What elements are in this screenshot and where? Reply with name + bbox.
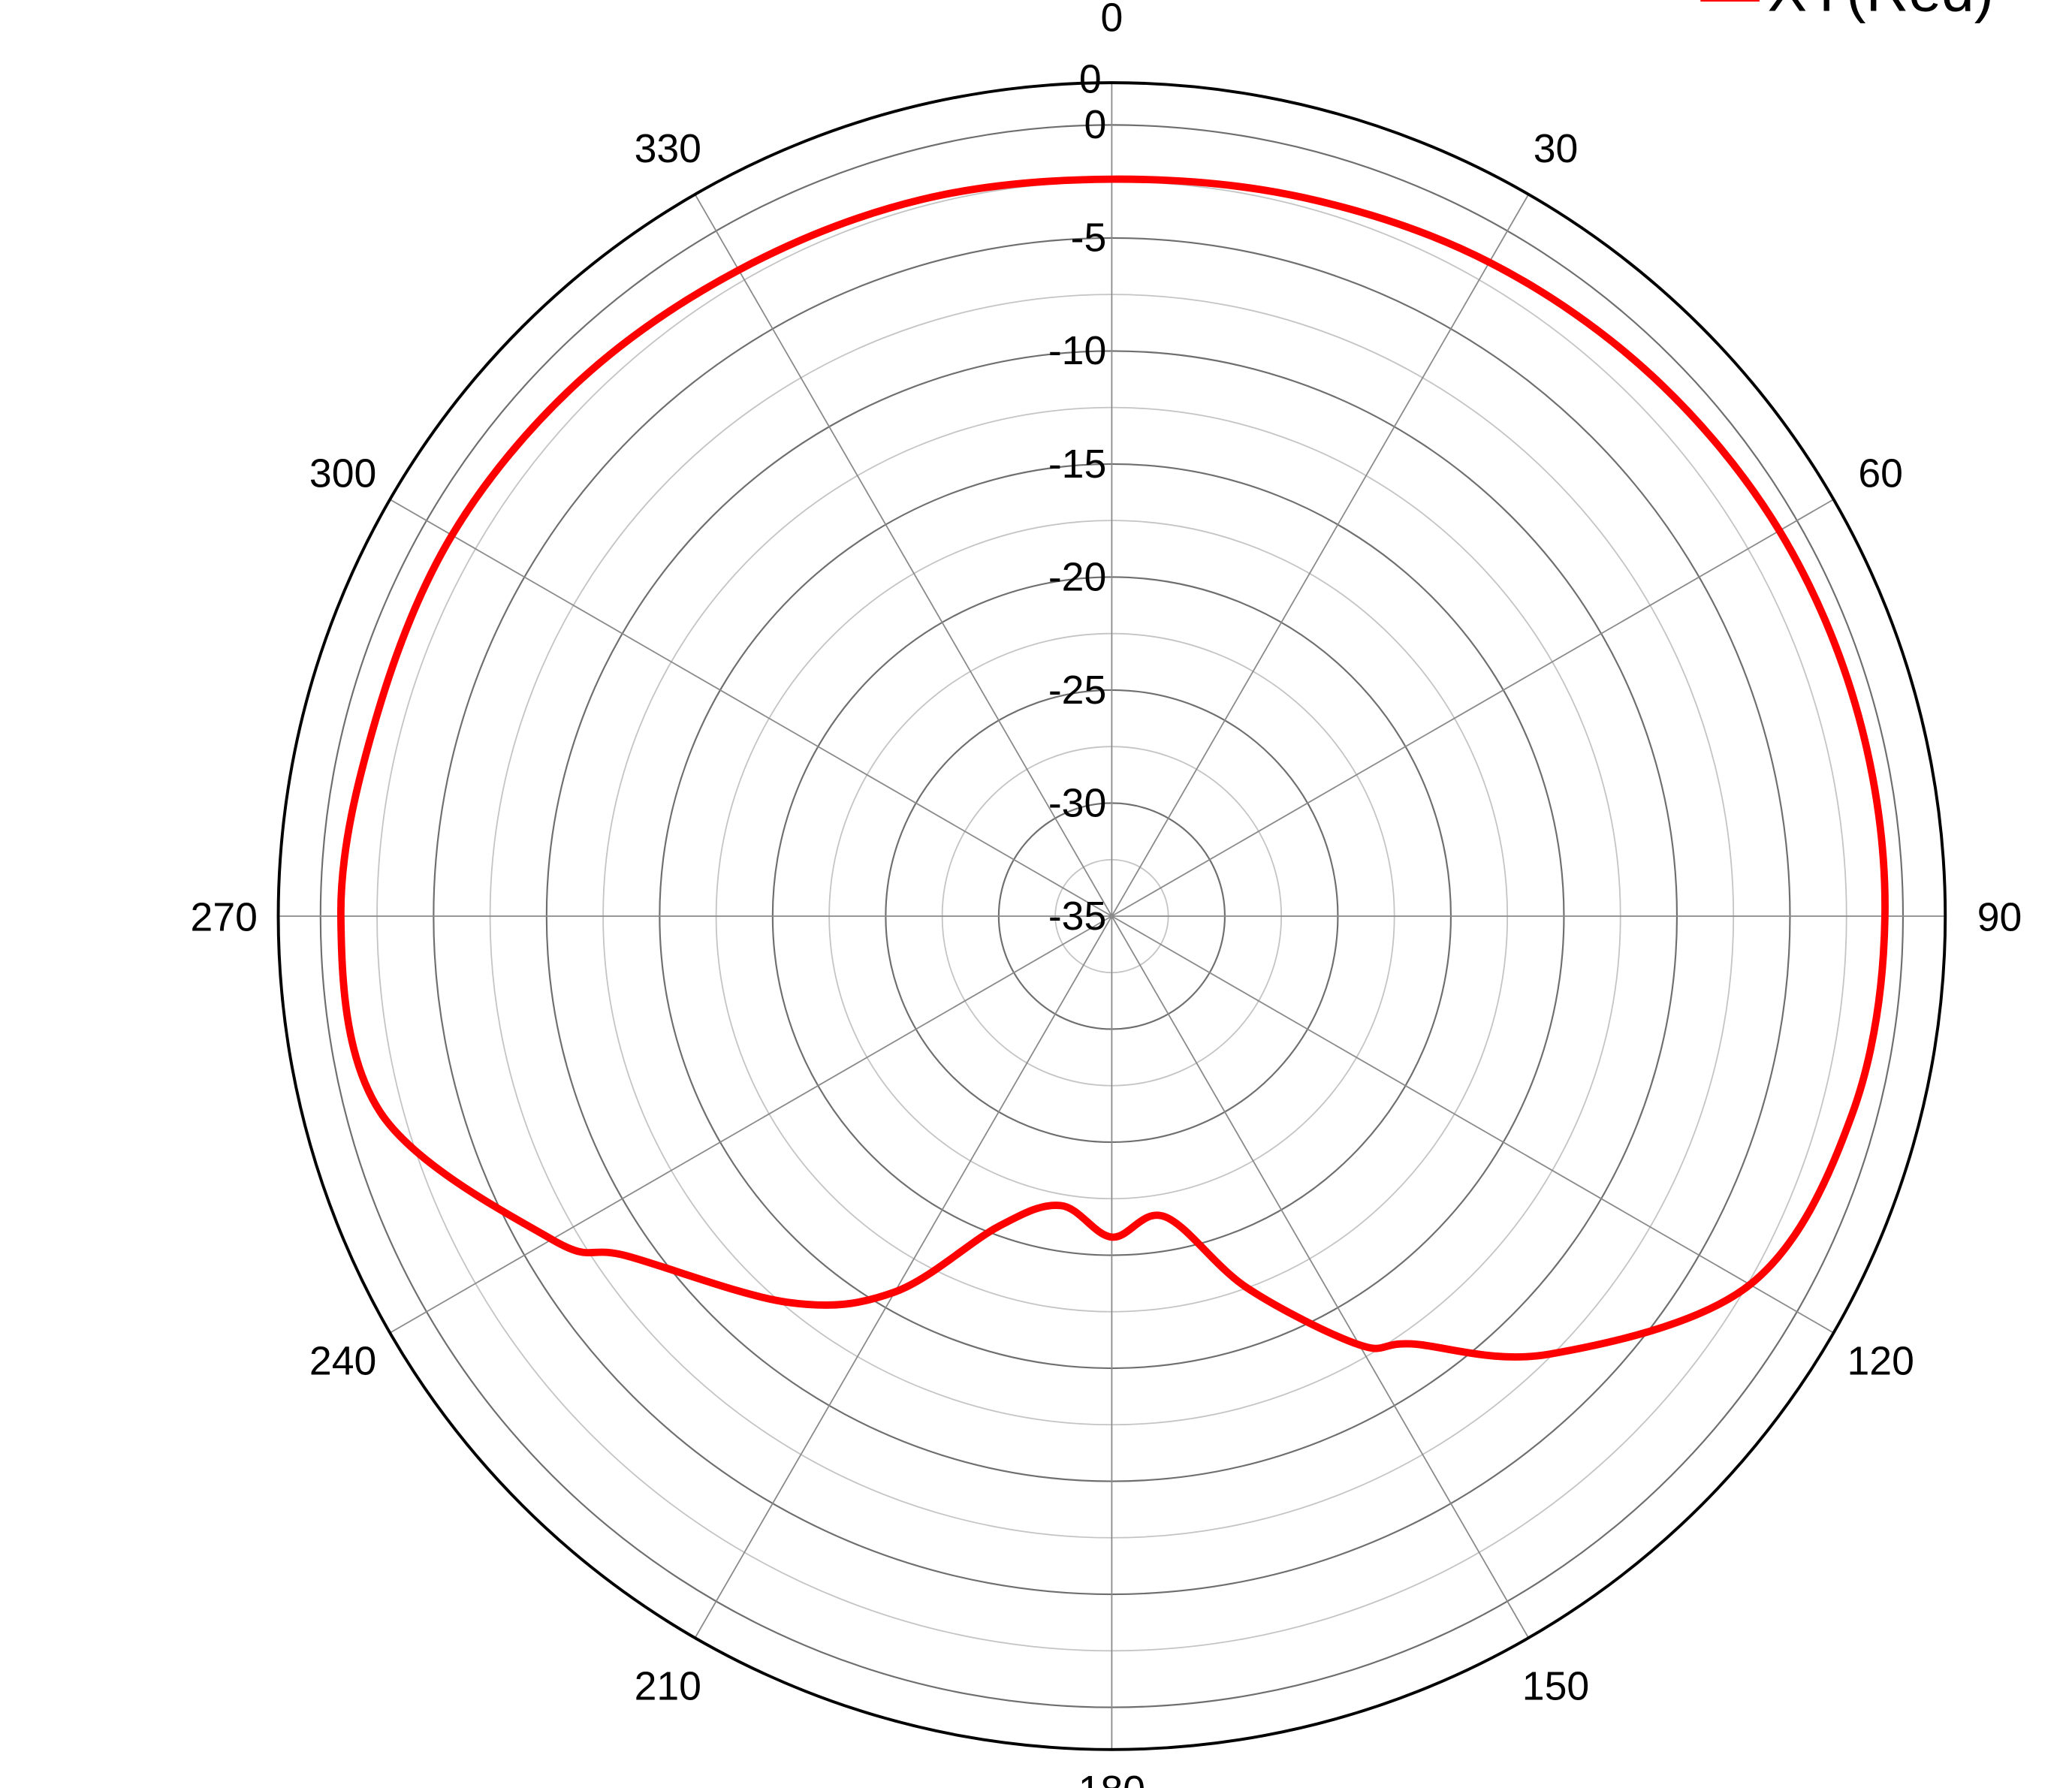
angular-tick-label-330: 330 [635,127,701,171]
spoke-30 [1111,193,1530,917]
angular-tick-label-90: 90 [1977,896,2022,940]
spoke-150 [1111,915,1530,1639]
series-line-0 [336,175,1889,1361]
legend-label-xy-red: XY(Red) [1768,0,1994,24]
radial-tick-label: -35 [1048,894,1106,939]
outer-ring-label: 0 [1079,58,1102,102]
radial-tick-labels: 0 -5 -10 -15 -20 -25 -30 -35 [1048,103,1106,939]
angular-tick-label-30: 30 [1534,127,1579,171]
spoke-210 [694,915,1113,1639]
angular-tick-label-180: 180 [1078,1768,1145,1788]
angular-tick-label-300: 300 [309,452,376,496]
radial-tick-label: -15 [1048,442,1106,487]
series-layer [336,175,1889,1361]
angular-tick-labels: 0 30 60 90 120 150 180 210 240 270 300 330 0 [191,0,2022,1788]
frame-ring-outer [276,81,1947,1751]
radial-tick-label: 0 [1084,103,1106,147]
angular-tick-label-240: 240 [309,1340,376,1384]
angular-tick-label-120: 120 [1847,1340,1914,1384]
angular-grid [277,82,1947,1750]
radial-tick-label: -30 [1048,781,1106,825]
angular-tick-label-210: 210 [635,1664,701,1708]
radial-tick-label: -25 [1048,668,1106,713]
radial-tick-label: -20 [1048,555,1106,599]
angular-tick-label-60: 60 [1858,452,1903,496]
spoke-330 [694,193,1113,917]
radial-tick-label: -10 [1048,329,1106,373]
angular-tick-label-150: 150 [1522,1664,1589,1708]
frame-ring-inner [278,82,1946,1750]
outer-boundary [276,81,1947,1751]
spoke-120 [1111,915,1835,1334]
radial-tick-label: -5 [1071,216,1107,261]
spoke-240 [389,915,1112,1334]
spoke-300 [389,498,1112,917]
angular-tick-label-0: 0 [1100,0,1123,40]
legend: XY(Red) [1700,0,1994,24]
angular-tick-label-270: 270 [191,896,258,940]
spoke-60 [1111,498,1835,917]
